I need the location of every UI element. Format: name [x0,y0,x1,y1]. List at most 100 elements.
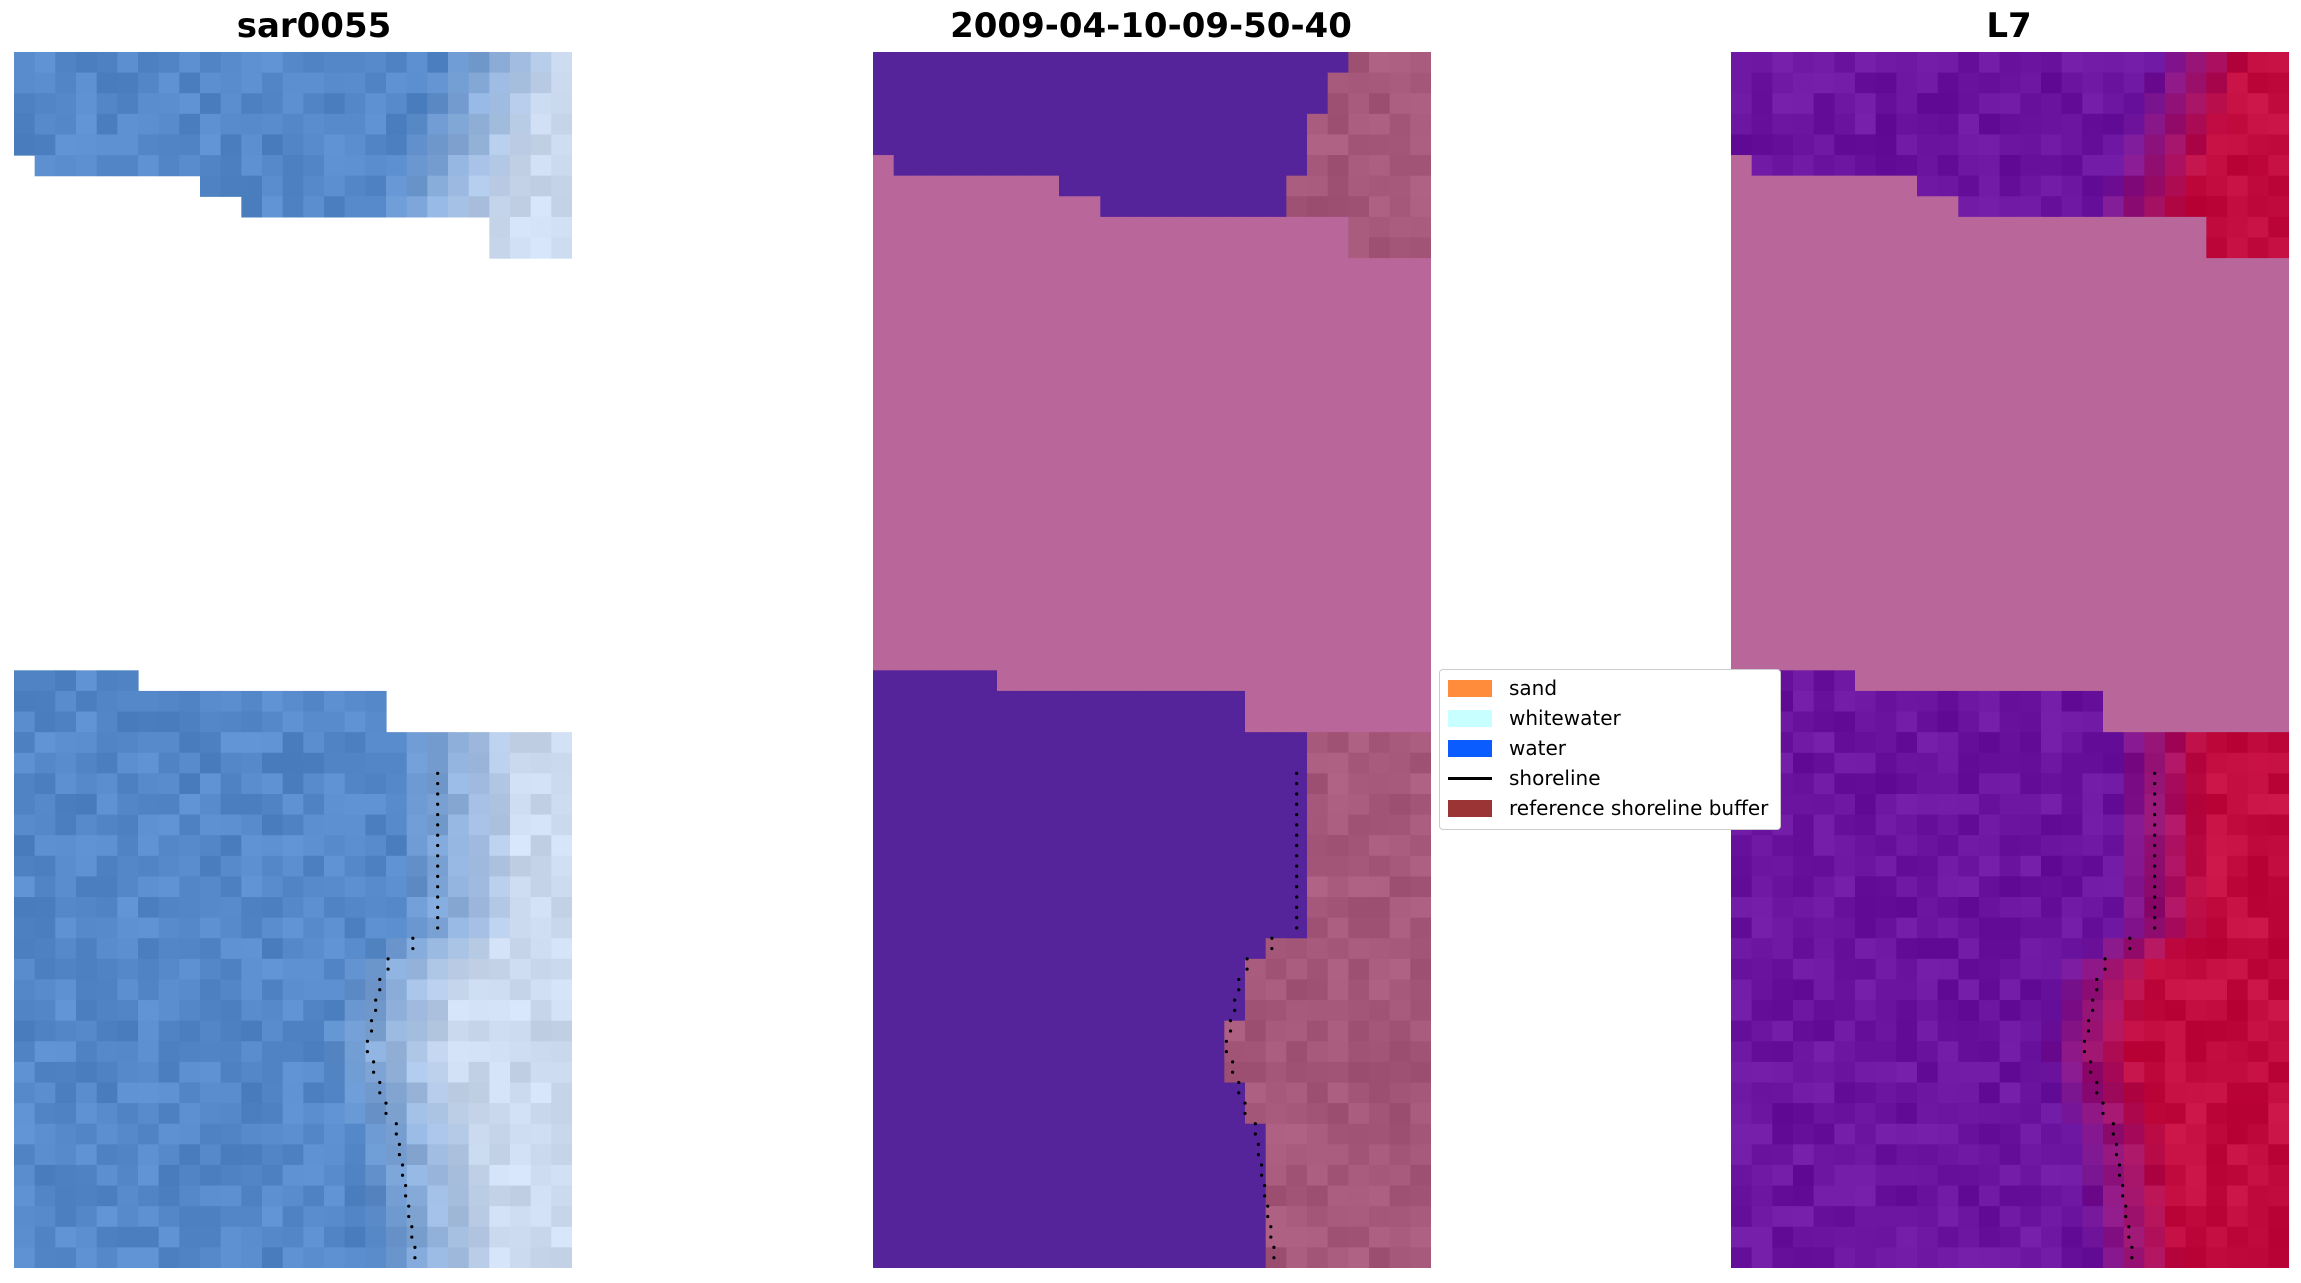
raster-cell [324,876,346,898]
raster-cell [2103,897,2125,919]
raster-cell [2247,773,2269,795]
shoreline-point [2153,823,2157,827]
shoreline-point [1245,967,1249,971]
raster-cell [1017,1164,1039,1187]
raster-cell [1286,361,1308,383]
raster-cell [448,1041,470,1063]
raster-cell [1203,155,1225,177]
raster-cell [1855,587,1877,610]
raster-cell [427,938,449,960]
raster-cell [1793,587,1815,610]
raster-cell [406,113,428,136]
raster-cell [76,1020,98,1042]
raster-cell [1896,793,1918,816]
raster-cell [344,732,366,754]
raster-cell [1327,1061,1349,1084]
raster-cell [2206,670,2228,692]
raster-cell [2123,464,2145,486]
shoreline-point [394,1132,398,1136]
raster-cell [1348,690,1370,713]
raster-cell [1369,216,1391,239]
raster-cell [1999,546,2021,568]
raster-cell [2247,1144,2269,1166]
raster-cell [241,1082,263,1104]
raster-cell [138,855,160,878]
raster-cell [1017,1103,1039,1125]
shoreline-point [1259,1173,1264,1177]
raster-cell [1389,526,1411,548]
raster-cell [2247,670,2269,692]
raster-cell [1731,876,1753,898]
raster-cell [1875,361,1897,383]
raster-cell [1141,1206,1163,1228]
raster-cell [1875,1103,1897,1125]
raster-cell [530,732,552,754]
raster-cell [2206,876,2228,898]
raster-cell [282,876,304,898]
raster-cell [914,422,936,445]
raster-cell [1793,1041,1815,1063]
raster-cell [997,958,1019,981]
raster-cell [914,670,936,692]
raster-cell [2185,835,2207,857]
raster-cell [1369,155,1391,177]
raster-cell [1348,505,1370,527]
raster-cell [1410,443,1431,465]
raster-cell [2144,1206,2166,1228]
raster-cell [1327,814,1349,836]
raster-cell [220,1247,242,1268]
raster-cell [1245,690,1267,713]
raster-cell [1183,1206,1205,1228]
raster-cell [2020,72,2042,94]
raster-cell [935,93,957,115]
raster-cell [2103,587,2125,610]
raster-cell [530,175,552,197]
raster-cell [344,752,366,774]
shoreline-point [1269,1225,1273,1229]
raster-cell [489,155,511,177]
raster-cell [1100,361,1122,383]
raster-cell [914,629,936,651]
raster-cell [1100,216,1122,239]
raster-cell [1348,938,1370,960]
raster-cell [1121,855,1143,878]
raster-cell [2185,52,2207,74]
raster-cell [2144,361,2166,383]
raster-cell [2247,855,2269,878]
raster-cell [1100,1226,1122,1248]
raster-cell [1162,1144,1184,1166]
raster-cell [117,1000,139,1022]
raster-cell [1203,711,1225,733]
raster-cell [489,1206,511,1228]
raster-cell [2144,175,2166,197]
raster-cell [1979,155,2001,177]
raster-cell [1410,134,1431,156]
raster-cell [1772,1020,1794,1042]
raster-cell [1141,155,1163,177]
raster-cell [1410,793,1431,816]
raster-cell [1979,958,2001,981]
raster-cell [1772,299,1794,321]
raster-cell [935,484,957,507]
raster-cell [1875,1206,1897,1228]
raster-cell [200,876,222,898]
raster-cell [262,752,284,774]
raster-cell [1772,1144,1794,1166]
legend-label-whitewater: whitewater [1509,706,1621,730]
raster-cell [2268,340,2289,362]
raster-cell [1979,113,2001,136]
raster-cell [1793,72,1815,94]
raster-cell [14,752,36,774]
raster-cell [1307,72,1329,94]
raster-cell [1100,526,1122,548]
raster-cell [1245,917,1267,939]
raster-cell [1079,876,1101,898]
raster-cell [2041,608,2063,630]
raster-cell [1896,1144,1918,1166]
raster-cell [2165,1164,2187,1187]
raster-cell [893,526,915,548]
water-index-panel [1731,52,2289,1268]
raster-cell [2185,443,2207,465]
raster-cell [873,155,895,177]
raster-cell [1896,814,1918,836]
